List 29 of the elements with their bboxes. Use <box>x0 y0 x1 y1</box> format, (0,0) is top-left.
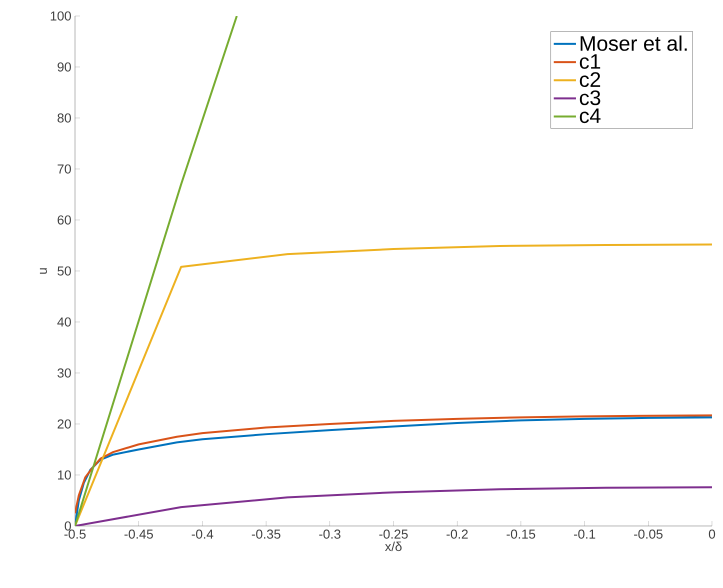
y-tick-label: 10 <box>58 470 71 480</box>
x-tick-label: -0.45 <box>124 530 153 539</box>
y-axis-title: u <box>40 268 47 274</box>
y-tick-label: 80 <box>58 113 71 123</box>
legend-label: c4 <box>580 108 601 124</box>
x-tick-label: -0.3 <box>319 530 340 539</box>
y-tick-label: 20 <box>58 419 71 429</box>
legend-label: c1 <box>580 54 600 69</box>
x-tick-label: 0 <box>708 530 716 539</box>
x-tick-label: -0.2 <box>446 530 468 539</box>
y-tick-label: 70 <box>58 164 71 174</box>
y-tick-label: 100 <box>50 11 71 21</box>
y-tick-label: 30 <box>58 368 71 378</box>
y-tick-label: 50 <box>58 266 71 276</box>
x-tick-label: -0.15 <box>506 530 536 539</box>
x-tick-label: -0.5 <box>64 530 86 539</box>
x-tick-label: -0.35 <box>252 530 280 539</box>
legend-label: c2 <box>580 72 600 88</box>
x-tick-label: -0.05 <box>634 530 663 539</box>
x-axis-title: x/δ <box>384 542 402 552</box>
x-tick-label: -0.1 <box>574 530 596 539</box>
legend-label: c3 <box>580 90 600 106</box>
x-tick-label: -0.4 <box>192 530 214 539</box>
y-tick-label: 40 <box>57 317 71 327</box>
y-tick-label: 60 <box>58 215 71 225</box>
y-tick-label: 90 <box>58 62 71 72</box>
legend-label: Moser et al. <box>580 35 687 51</box>
y-tick-label: 0 <box>64 521 71 531</box>
x-tick-label: -0.25 <box>379 530 408 539</box>
